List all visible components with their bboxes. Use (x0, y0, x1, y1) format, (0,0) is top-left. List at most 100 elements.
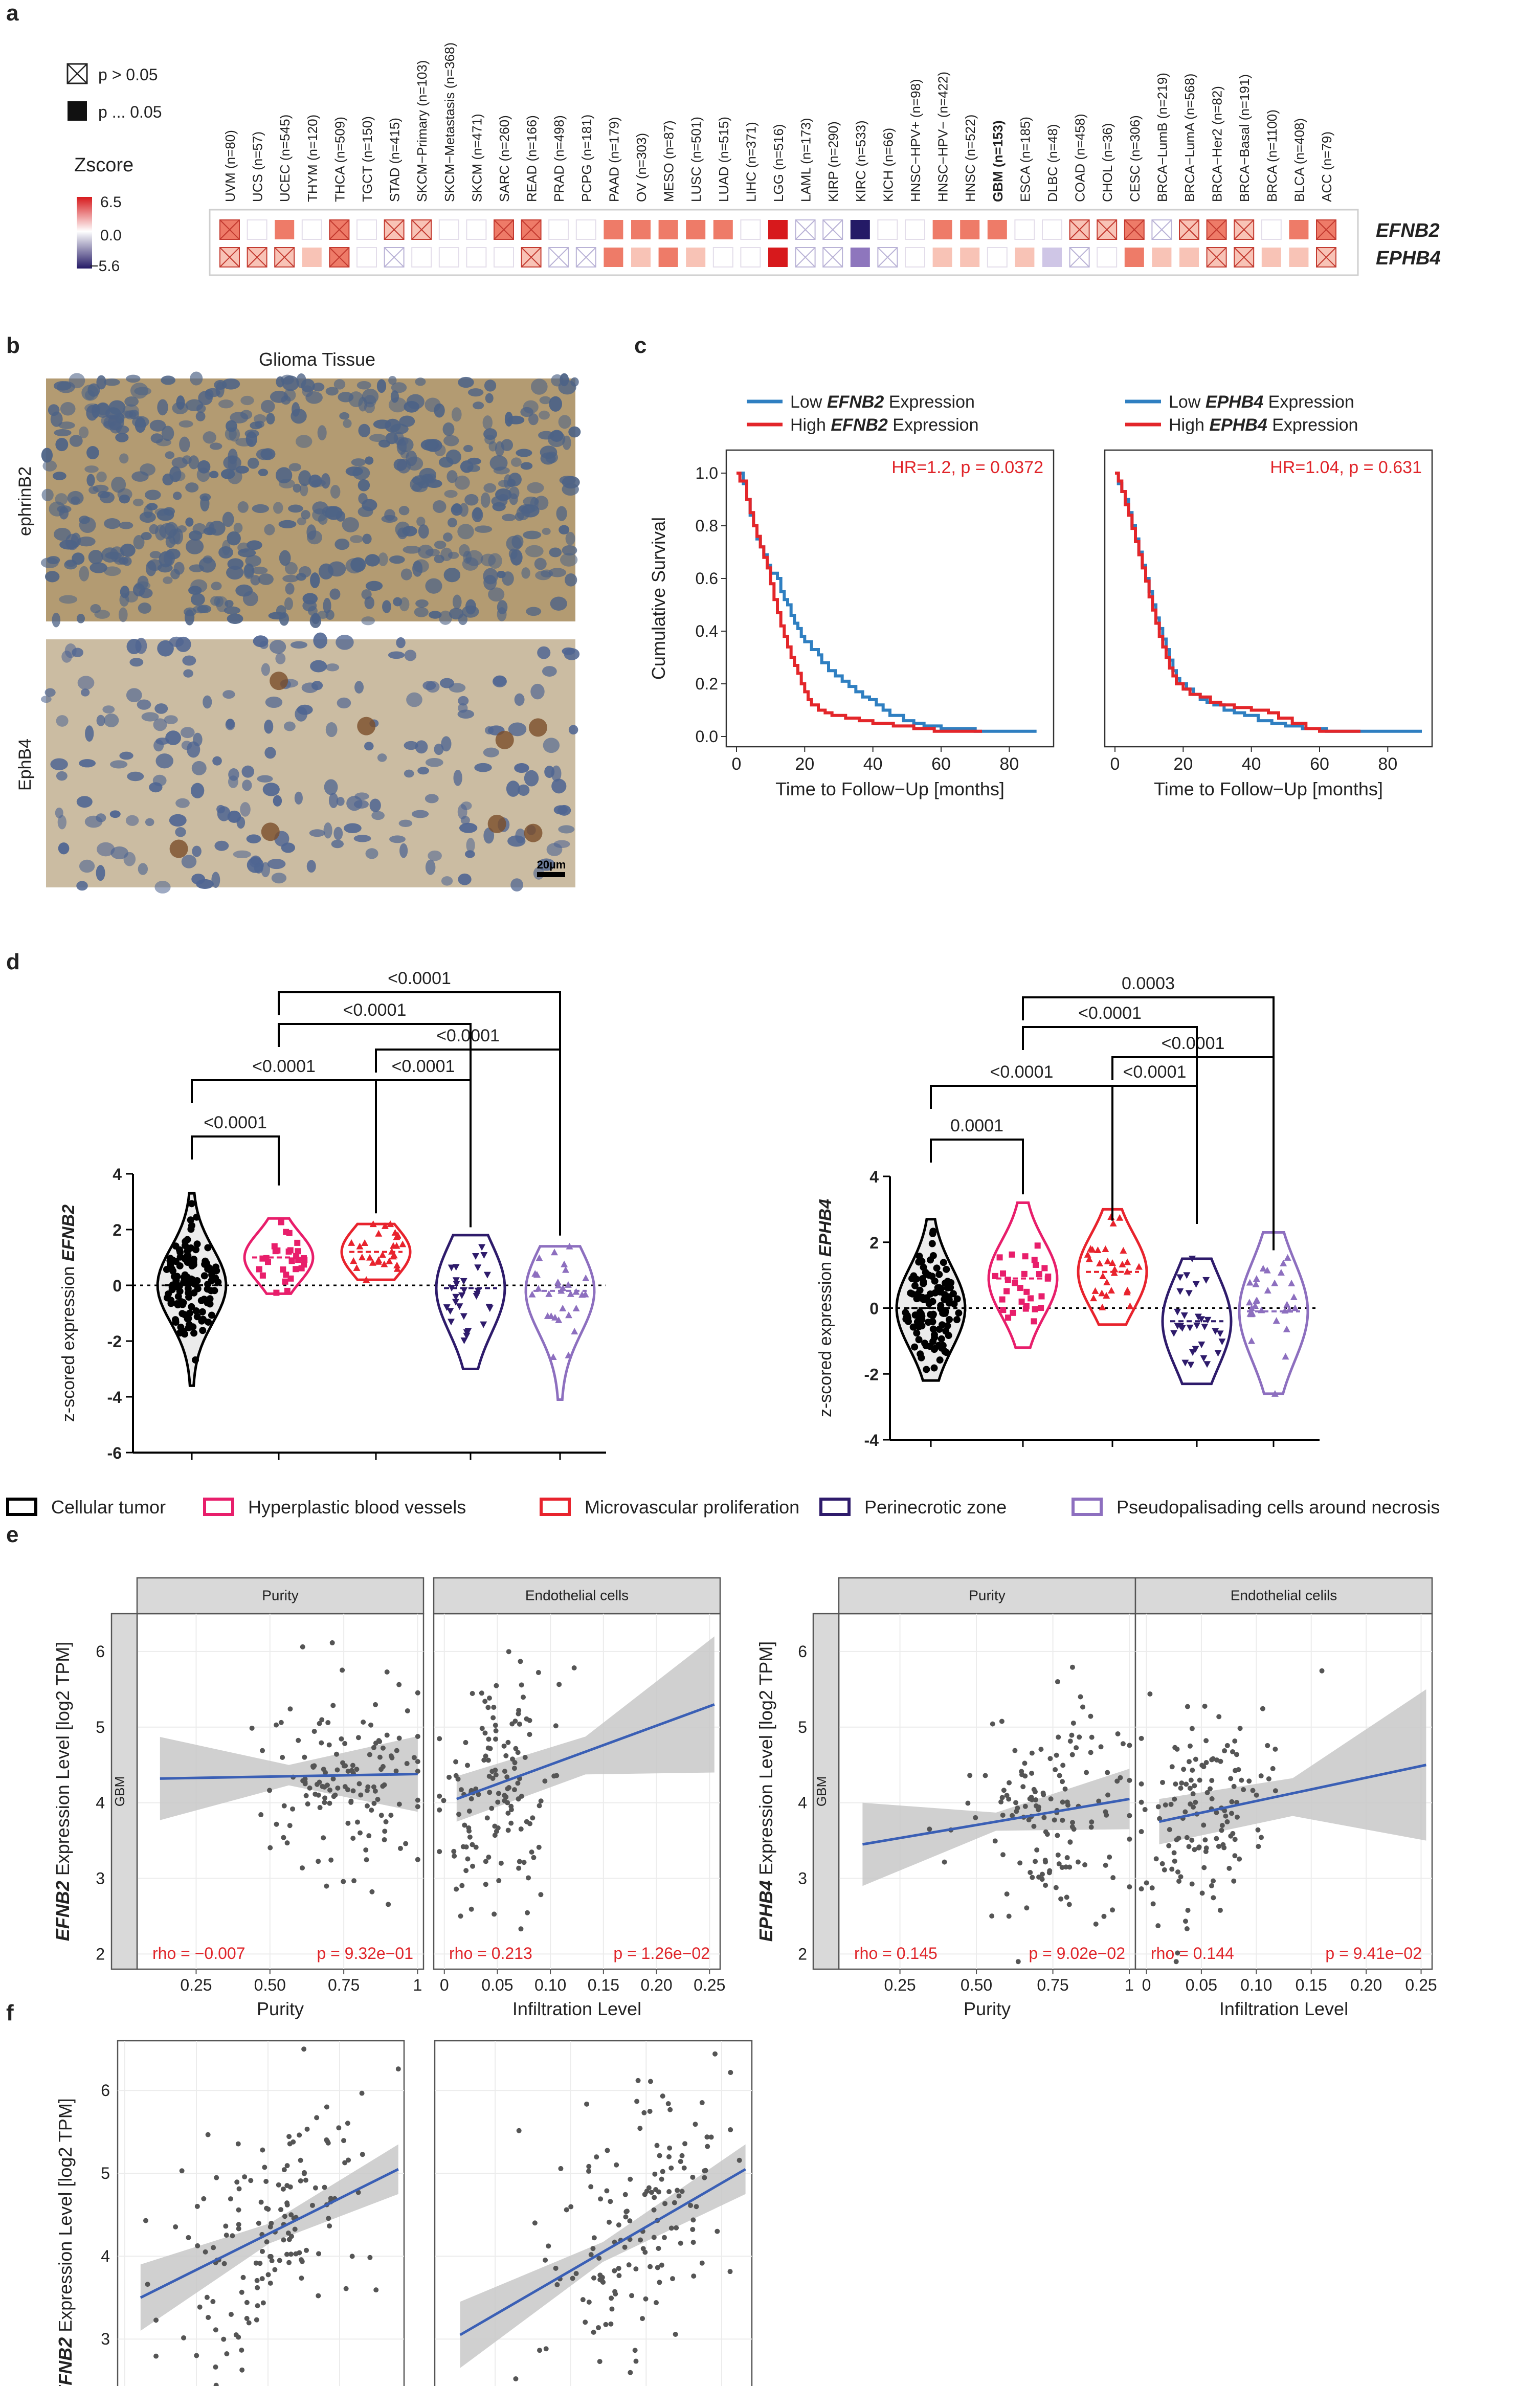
x-tick-label: 0.20 (1350, 1976, 1382, 1994)
violin-y-tick-label: -6 (107, 1444, 122, 1462)
scatter-point (1167, 1827, 1172, 1833)
scatter-point (388, 1753, 394, 1759)
scatter-point (1226, 1865, 1232, 1871)
scatter-point (1139, 1735, 1144, 1741)
scatter-point (380, 1783, 386, 1789)
nucleus (86, 474, 95, 487)
scatter-point (1273, 1788, 1278, 1794)
scatter-point (145, 2282, 150, 2287)
nucleus (302, 600, 317, 612)
violin-point (1102, 1245, 1109, 1253)
violin-point (456, 1303, 463, 1310)
tspan: z-scored expression (59, 1261, 78, 1422)
scatter-point (1234, 1814, 1240, 1820)
tspan: Expression (1263, 392, 1354, 412)
scatter-point (654, 2300, 659, 2305)
cancer-label: ACC (n=79) (1319, 131, 1334, 202)
violin-legend-label: Pseudopalisading cells around necrosis (1117, 1497, 1440, 1518)
y-tick-label: 4 (798, 1794, 807, 1812)
nucleus (484, 434, 496, 444)
scatter-point (186, 2235, 191, 2240)
violin-point (193, 1313, 201, 1321)
scatter-point (508, 1820, 514, 1826)
violin-point (1185, 1290, 1193, 1297)
nucleus (426, 681, 440, 693)
scatter-point (1175, 1869, 1181, 1875)
scatter-point (1055, 1679, 1060, 1685)
efnb2-row-cell-cross (1124, 219, 1145, 240)
scatter-point (1258, 1773, 1264, 1779)
ephb4-row-cell-outline (548, 247, 569, 267)
nucleus (310, 572, 320, 588)
brown-cell (528, 718, 547, 737)
violin-point (1038, 1305, 1044, 1311)
km-legend-low: Low EPHB4 Expression (1169, 392, 1354, 412)
violin-legend-swatch (819, 1498, 851, 1516)
nucleus (86, 445, 99, 460)
scatter-point (527, 1821, 533, 1826)
nucleus (337, 697, 351, 709)
scatter-point (476, 1792, 481, 1797)
scatter-point (518, 1659, 523, 1664)
scatter-point (633, 2266, 639, 2272)
violin-point (206, 1295, 214, 1303)
tspan: Expression Level [log2 TPM] (755, 1641, 776, 1881)
violin-point (566, 1242, 573, 1250)
scatter-point (1163, 1802, 1168, 1808)
violin-point (393, 1242, 400, 1249)
violin-point (943, 1265, 950, 1273)
violin-point (927, 1311, 934, 1319)
violin-point (915, 1258, 923, 1266)
violin-point (1111, 1265, 1119, 1273)
scatter-point (1155, 1804, 1161, 1810)
cancer-label: BRCA (n=1100) (1264, 109, 1280, 202)
scatter-point (1256, 1844, 1261, 1849)
nucleus (543, 738, 560, 753)
nucleus (362, 499, 377, 511)
scatter-point (494, 1828, 499, 1834)
scatter-point (1241, 1787, 1246, 1793)
violin-y-tick-label: -4 (864, 1431, 879, 1450)
nucleus (255, 420, 265, 428)
scatter-point (1139, 1799, 1144, 1805)
scatter-point (280, 2186, 286, 2192)
cancer-label: KICH (n=66) (880, 128, 896, 202)
scatter-point (284, 2202, 290, 2207)
cancer-label: LUSC (n=501) (688, 117, 704, 202)
scatter-point (223, 2223, 229, 2229)
scatter-point (1038, 1747, 1044, 1752)
rho-text: rho = 0.144 (1151, 1944, 1234, 1963)
scatter-point (1188, 1777, 1194, 1783)
nucleus (483, 483, 497, 493)
x-tick-label: 40 (863, 754, 883, 774)
nucleus (308, 474, 322, 488)
violin-point (1283, 1325, 1290, 1332)
violin-legend-swatch (1072, 1498, 1103, 1516)
violin-point (188, 1200, 195, 1208)
violin-point (1180, 1312, 1188, 1320)
nucleus (44, 571, 60, 583)
scatter-point (1201, 1822, 1207, 1828)
scatter-point (1222, 1748, 1227, 1754)
nucleus (311, 681, 323, 690)
nucleus (549, 396, 562, 412)
scatter-point (1246, 1778, 1252, 1784)
violin-point (1005, 1314, 1012, 1321)
ephb4-row-cell-outline (740, 247, 761, 267)
violin-point (929, 1325, 937, 1333)
violin-point (185, 1321, 193, 1328)
scatter-point (355, 1735, 361, 1741)
scatter-point (316, 1859, 321, 1864)
violin-point (564, 1281, 572, 1288)
violin-point (942, 1327, 950, 1335)
scatter-point (527, 1732, 532, 1737)
scatter-point (1220, 1842, 1226, 1847)
nucleus (568, 725, 578, 735)
nucleus (273, 795, 282, 807)
scatter-point (652, 2171, 658, 2177)
sig-bracket-label: 0.0001 (950, 1116, 1003, 1135)
scatter-point (388, 1813, 394, 1818)
nucleus (50, 411, 63, 427)
nucleus (264, 747, 276, 759)
nucleus (171, 457, 188, 469)
